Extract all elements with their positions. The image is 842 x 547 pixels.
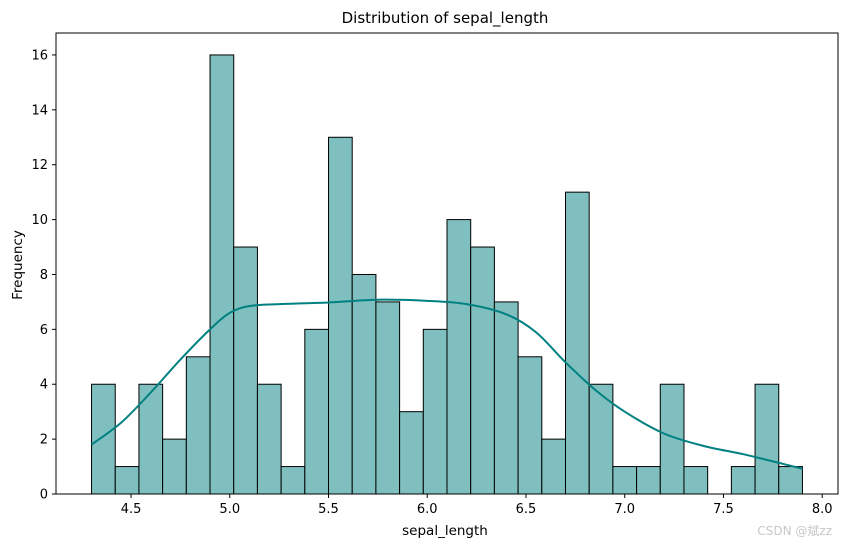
- y-tick-label: 6: [40, 323, 48, 338]
- histogram-bar: [399, 411, 424, 495]
- histogram-bar: [351, 273, 377, 495]
- histogram-bar: [446, 219, 472, 495]
- histogram-bar: [683, 466, 709, 495]
- histogram-bar: [730, 466, 756, 495]
- y-tick-label: 16: [31, 48, 48, 63]
- histogram-bar: [493, 301, 519, 495]
- x-tick-label: 8.0: [812, 502, 833, 517]
- histogram-bar: [304, 328, 330, 495]
- y-tick-label: 2: [40, 433, 48, 448]
- histogram-bar: [280, 466, 306, 495]
- histogram-bar: [636, 466, 661, 495]
- x-tick-label: 5.5: [318, 502, 339, 517]
- y-tick-label: 4: [40, 378, 48, 393]
- histogram-bar: [778, 466, 803, 495]
- x-tick-label: 7.5: [713, 502, 734, 517]
- histogram-bar: [564, 191, 590, 495]
- y-tick-label: 0: [40, 488, 48, 503]
- histogram-bar: [185, 356, 211, 495]
- x-tick-label: 7.0: [614, 502, 635, 517]
- histogram-bar: [754, 383, 780, 495]
- x-tick-label: 5.0: [219, 502, 240, 517]
- histogram-bar: [233, 246, 258, 495]
- histogram-bars: [91, 54, 803, 495]
- x-tick-label: 6.0: [417, 502, 438, 517]
- histogram-bar: [470, 246, 495, 495]
- plot-frame: [55, 32, 839, 495]
- y-tick-label: 14: [31, 103, 48, 118]
- kde-curve: [90, 298, 803, 470]
- histogram-bar: [162, 438, 187, 495]
- histogram-bar: [328, 136, 353, 495]
- y-axis-title: Frequency: [10, 230, 26, 300]
- y-tick-label: 8: [40, 268, 48, 283]
- x-tick-label: 6.5: [516, 502, 537, 517]
- histogram-bar: [541, 438, 566, 495]
- y-tick-label: 10: [31, 213, 48, 228]
- x-axis-ticks: 4.5 5.0 5.5 6.0 6.5 7.0 7.5 8.0: [121, 494, 833, 517]
- histogram-bar: [209, 54, 235, 495]
- histogram-bar: [256, 383, 282, 495]
- histogram-bar: [517, 356, 543, 495]
- watermark: CSDN @斌zz: [757, 524, 832, 538]
- y-tick-label: 12: [31, 158, 48, 173]
- histogram-bar: [422, 328, 448, 495]
- x-tick-label: 4.5: [121, 502, 142, 517]
- histogram-bar: [114, 466, 140, 495]
- y-axis-ticks: 0 2 4 6 8 10 12 14 16: [31, 48, 56, 503]
- chart-title: Distribution of sepal_length: [342, 9, 549, 28]
- histogram-bar: [375, 301, 401, 495]
- histogram-bar: [91, 383, 116, 495]
- x-axis-title: sepal_length: [402, 523, 488, 539]
- histogram-bar: [612, 466, 638, 495]
